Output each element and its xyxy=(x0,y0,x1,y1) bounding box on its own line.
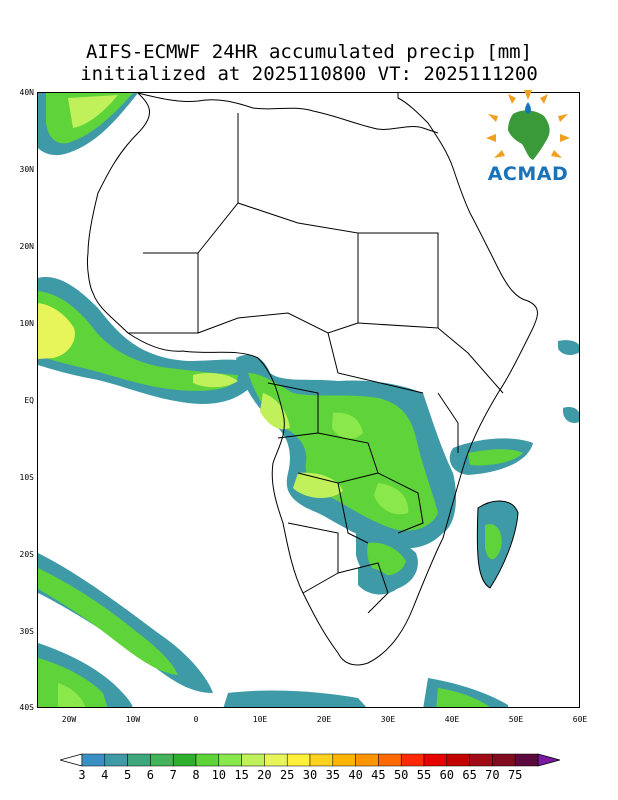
colorbar-swatch xyxy=(127,753,151,767)
colorbar-swatch xyxy=(492,753,516,767)
colorbar-swatch xyxy=(514,753,539,767)
colorbar-label: 6 xyxy=(146,768,154,782)
lon-label-0: 0 xyxy=(193,715,199,724)
precip-colorbar xyxy=(60,753,560,767)
acmad-logo-text: ACMAD xyxy=(487,163,569,185)
colorbar-under-triangle xyxy=(60,753,83,767)
lat-label-40n: 40N xyxy=(19,88,34,97)
lat-label-eq: EQ xyxy=(24,396,34,405)
colorbar-swatch xyxy=(172,753,197,767)
colorbar-label: 55 xyxy=(416,768,432,782)
water-drop-icon xyxy=(525,102,531,114)
colorbar-label: 45 xyxy=(371,768,386,782)
lat-label-20s: 20S xyxy=(19,550,34,559)
precip-field-gulf-of-guinea xyxy=(38,277,263,404)
precip-field-northwest-atlantic xyxy=(38,93,138,156)
africa-silhouette-icon xyxy=(508,110,550,160)
lat-label-20n: 20N xyxy=(19,242,34,251)
colorbar-label: 3 xyxy=(78,768,86,782)
precip-field-south-atlantic xyxy=(38,553,508,707)
colorbar-label: 30 xyxy=(302,768,318,782)
colorbar-swatch xyxy=(469,753,493,767)
lon-label-60e: 60E xyxy=(572,715,588,724)
acmad-logo xyxy=(486,90,570,160)
colorbar-swatch xyxy=(446,753,470,767)
colorbar-swatch xyxy=(264,753,288,767)
colorbar-label: 4 xyxy=(101,768,109,782)
coastlines xyxy=(87,93,538,666)
colorbar-label: 60 xyxy=(439,768,455,782)
lon-label-30e: 30E xyxy=(380,715,396,724)
lon-label-40e: 40E xyxy=(444,715,460,724)
colorbar-swatch xyxy=(400,753,425,767)
colorbar-swatch xyxy=(423,753,448,767)
colorbar-swatch xyxy=(309,753,334,767)
lon-label-20w: 20W xyxy=(61,715,77,724)
lat-label-10n: 10N xyxy=(19,319,34,328)
colorbar-label: 15 xyxy=(234,768,249,782)
colorbar-swatch xyxy=(195,753,220,767)
colorbar-swatch xyxy=(81,753,106,767)
colorbar-swatch xyxy=(150,753,174,767)
precip-map-canvas xyxy=(38,93,579,707)
colorbar-label: 35 xyxy=(325,768,341,782)
colorbar-swatch xyxy=(355,753,379,767)
colorbar-swatch xyxy=(241,753,265,767)
colorbar-swatch xyxy=(332,753,356,767)
lat-label-30n: 30N xyxy=(19,165,34,174)
precip-field-madagascar xyxy=(449,340,579,588)
lon-label-10e: 10E xyxy=(252,715,268,724)
precip-field-southern-africa xyxy=(356,532,418,595)
precip-map xyxy=(37,92,580,708)
map-title-line2: initialized at 2025110800 VT: 2025111200 xyxy=(80,63,538,85)
colorbar-label: 70 xyxy=(485,768,500,782)
colorbar-over-triangle xyxy=(537,753,560,767)
colorbar-label: 75 xyxy=(507,768,523,782)
colorbar-label: 5 xyxy=(123,768,132,782)
colorbar-label: 20 xyxy=(257,768,272,782)
colorbar-label: 50 xyxy=(393,768,409,782)
colorbar-swatch xyxy=(286,753,311,767)
lon-label-20e: 20E xyxy=(316,715,332,724)
colorbar-label: 25 xyxy=(279,768,295,782)
lat-label-40s: 40S xyxy=(19,703,34,712)
lon-label-10w: 10W xyxy=(125,715,141,724)
colorbar-swatch xyxy=(378,753,402,767)
colorbar-label: 40 xyxy=(348,768,363,782)
map-title-line1: AIFS-ECMWF 24HR accumulated precip [mm] xyxy=(85,41,533,63)
colorbar-label: 8 xyxy=(192,768,200,782)
lon-label-50e: 50E xyxy=(508,715,524,724)
precip-field-central-africa xyxy=(236,354,456,549)
lat-label-30s: 30S xyxy=(19,627,34,636)
colorbar-swatch xyxy=(104,753,128,767)
lat-label-10s: 10S xyxy=(19,473,34,482)
colorbar-label: 10 xyxy=(211,768,227,782)
colorbar-label: 7 xyxy=(169,768,177,782)
colorbar-swatch xyxy=(218,753,242,767)
sun-rays-icon xyxy=(486,90,570,158)
colorbar-label: 65 xyxy=(462,768,477,782)
